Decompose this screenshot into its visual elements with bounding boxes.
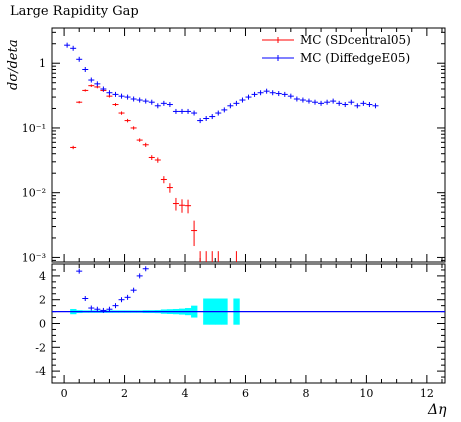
x-tick-label: 6 — [242, 387, 249, 400]
x-tick-label: 8 — [302, 387, 309, 400]
x-tick-label: 12 — [420, 387, 434, 400]
ratio-frame — [51, 263, 446, 384]
ratio-tick-label: 4 — [39, 270, 46, 283]
x-axis-label: Δη — [428, 402, 447, 418]
legend: MC (SDcentral05) MC (DiffedgeE05) — [262, 33, 411, 65]
x-tick-label: 10 — [359, 387, 373, 400]
y-tick-label: 1 — [39, 57, 46, 70]
ratio-tick-label: -2 — [35, 341, 46, 354]
ratio-tick-label: -4 — [35, 365, 46, 378]
top-frame — [51, 27, 446, 263]
top-panel: 10⁻³ 10⁻² 10⁻¹ 1 — [22, 27, 446, 264]
y-axis-label: dσ/deta — [6, 39, 21, 90]
y-tick-label: 10⁻² — [22, 187, 46, 200]
legend-label: MC (SDcentral05) — [300, 33, 411, 47]
ratio-tick-label: 0 — [39, 318, 46, 331]
chart-title: Large Rapidity Gap — [10, 4, 139, 19]
x-tick-label: 4 — [182, 387, 189, 400]
y-tick-label: 10⁻³ — [22, 251, 46, 264]
x-tick-label: 0 — [61, 387, 68, 400]
x-tick-label: 2 — [121, 387, 128, 400]
y-tick-label: 10⁻¹ — [22, 122, 46, 135]
ratio-panel: 0 2 4 6 8 10 12 -4 -2 0 2 4 — [35, 263, 446, 400]
ratio-tick-label: 2 — [39, 294, 46, 307]
legend-label: MC (DiffedgeE05) — [300, 51, 410, 65]
